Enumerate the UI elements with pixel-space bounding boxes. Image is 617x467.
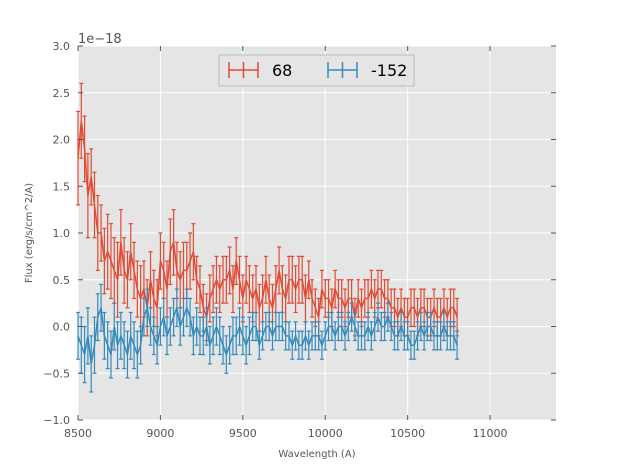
x-tick-label: 9000 (146, 427, 174, 440)
y-tick-label: 2.5 (53, 87, 71, 100)
y-tick-label: 1.5 (53, 180, 71, 193)
legend-handle-68 (228, 62, 259, 78)
y-tick-label: −0.5 (43, 367, 70, 380)
series-layer (76, 82, 460, 393)
y-tick-label: 1.0 (53, 227, 71, 240)
y-axis-label: Flux (erg/s/cm^2/A) (24, 183, 35, 283)
legend-handle-minus-152 (327, 62, 358, 78)
legend: 68 -152 (218, 54, 415, 87)
series-line (77, 120, 458, 321)
x-tick-label: 10500 (390, 427, 425, 440)
x-tick-label: 8500 (64, 427, 92, 440)
y-tick-label: 2.0 (53, 134, 71, 147)
x-axis-label: Wavelength (A) (278, 449, 355, 460)
series-line (77, 304, 458, 365)
y-tick-label: 0.5 (53, 274, 71, 287)
y-offset-label: 1e−18 (78, 32, 122, 47)
series-minus-152 (76, 283, 460, 393)
x-tick-label: 10000 (308, 427, 343, 440)
legend-label-minus-152: -152 (371, 61, 407, 80)
y-tick-label: 3.0 (53, 40, 71, 53)
y-tick-label: 0.0 (53, 321, 71, 334)
axis-ticks: 8500 9000 9500 10000 10500 11000 −1.0 −0.5 0.0 0.… (43, 40, 556, 440)
x-tick-label: 9500 (229, 427, 257, 440)
grid (77, 45, 556, 421)
legend-label-68: 68 (272, 61, 292, 80)
x-tick-label: 11000 (473, 427, 508, 440)
y-tick-label: −1.0 (43, 414, 70, 427)
